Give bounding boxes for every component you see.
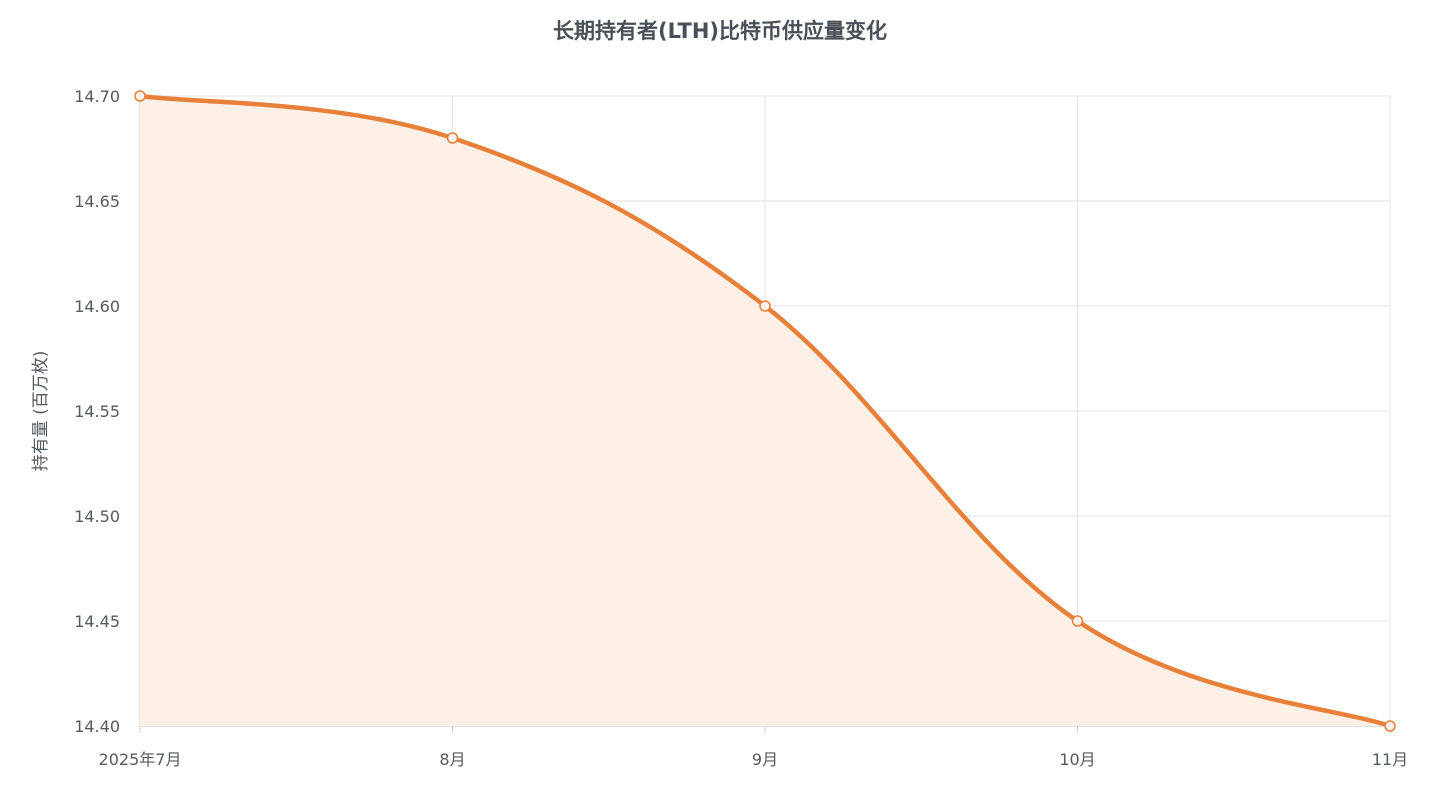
y-tick-label: 14.55 — [74, 402, 120, 421]
data-point[interactable] — [446, 132, 459, 144]
chart-title: 长期持有者(LTH)比特币供应量变化 — [553, 19, 887, 43]
x-tick-label: 9月 — [752, 750, 778, 769]
data-point[interactable] — [134, 90, 146, 102]
area-layer — [140, 96, 1390, 726]
y-tick-label: 14.70 — [74, 87, 120, 106]
y-axis-label: 持有量 (百万枚) — [31, 351, 51, 472]
tick-layer: 14.40 14.45 14.50 14.55 14.60 14.65 14.70 2025年… — [74, 87, 1408, 769]
y-tick-label: 14.50 — [74, 507, 120, 526]
data-point[interactable] — [1071, 615, 1084, 627]
y-tick-label: 14.40 — [74, 717, 120, 736]
y-tick-label: 14.60 — [74, 297, 120, 316]
point-layer — [134, 90, 1396, 732]
series-area-fill — [140, 96, 1390, 726]
x-tick-label: 2025年7月 — [99, 750, 182, 769]
data-point[interactable] — [759, 300, 771, 312]
line-layer — [137, 93, 1393, 729]
y-tick-label: 14.45 — [74, 612, 120, 631]
y-tick-label: 14.65 — [74, 192, 120, 211]
data-point[interactable] — [1384, 720, 1396, 732]
x-tick-label: 8月 — [439, 750, 465, 769]
x-tick-label: 11月 — [1372, 750, 1408, 769]
x-tick-label: 10月 — [1059, 750, 1095, 769]
series-line — [137, 93, 1393, 729]
